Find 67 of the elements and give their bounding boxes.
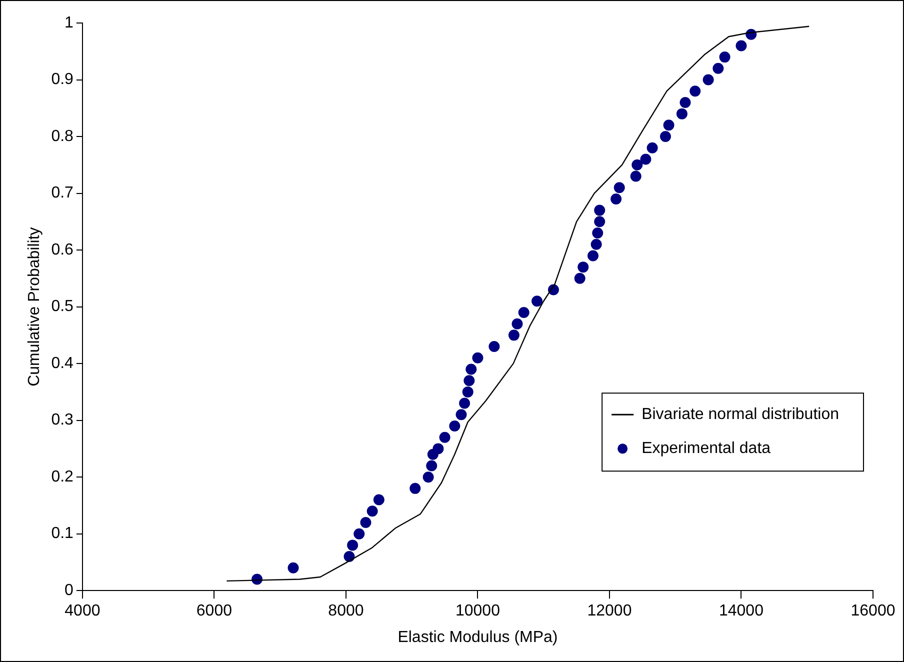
point bbox=[488, 341, 500, 352]
point bbox=[592, 228, 604, 239]
x-tick-label: 8000 bbox=[328, 602, 364, 620]
x-tick-label: 10000 bbox=[455, 602, 500, 620]
point bbox=[736, 40, 747, 52]
point bbox=[660, 131, 671, 142]
point bbox=[508, 330, 520, 341]
point bbox=[462, 386, 474, 398]
x-tick-label: 6000 bbox=[196, 602, 232, 620]
point bbox=[630, 170, 642, 182]
y-tick-label: 0.7 bbox=[51, 184, 74, 202]
point bbox=[466, 364, 477, 375]
point bbox=[640, 154, 652, 165]
point bbox=[354, 528, 365, 540]
y-tick-label: 0.1 bbox=[51, 525, 74, 542]
point bbox=[646, 142, 658, 154]
point bbox=[426, 460, 438, 472]
y-tick-label: 0 bbox=[64, 582, 74, 600]
point bbox=[590, 238, 602, 250]
point bbox=[288, 562, 299, 574]
point bbox=[464, 375, 475, 386]
point bbox=[719, 52, 730, 63]
point bbox=[360, 516, 372, 528]
y-axis-title: Cumulative Probability bbox=[26, 227, 44, 386]
point bbox=[588, 250, 599, 262]
point bbox=[578, 262, 589, 273]
point bbox=[712, 62, 724, 74]
point bbox=[512, 318, 523, 330]
point bbox=[410, 482, 421, 494]
y-tick-label: 0.4 bbox=[51, 354, 74, 372]
point bbox=[456, 409, 467, 420]
point bbox=[594, 216, 606, 228]
x-tick-label: 16000 bbox=[850, 602, 896, 620]
point bbox=[532, 296, 543, 307]
y-tick-label: 1 bbox=[64, 14, 74, 32]
x-tick-label: 14000 bbox=[718, 602, 764, 620]
legend-label: Bivariate normal distribution bbox=[642, 406, 839, 424]
point bbox=[663, 120, 674, 131]
point bbox=[373, 494, 384, 506]
point bbox=[439, 432, 450, 443]
y-tick-label: 0.3 bbox=[51, 412, 74, 429]
y-tick-label: 0.5 bbox=[51, 298, 74, 316]
y-tick-label: 0.8 bbox=[51, 128, 74, 145]
point bbox=[610, 193, 622, 204]
y-tick-label: 0.6 bbox=[51, 241, 74, 258]
point bbox=[366, 506, 378, 517]
point bbox=[676, 108, 688, 120]
point bbox=[614, 182, 625, 194]
point bbox=[690, 86, 701, 97]
point bbox=[472, 352, 484, 364]
point bbox=[702, 74, 714, 86]
x-axis-title: Elastic Modulus (MPa) bbox=[398, 628, 558, 646]
point bbox=[347, 540, 358, 551]
point bbox=[574, 272, 586, 284]
y-tick-label: 0.9 bbox=[51, 71, 74, 88]
x-tick-label: 4000 bbox=[64, 602, 100, 620]
point bbox=[449, 420, 460, 432]
point bbox=[680, 96, 691, 108]
point bbox=[594, 204, 606, 216]
legend-label: Experimental data bbox=[642, 440, 771, 458]
x-tick-label: 12000 bbox=[587, 602, 632, 620]
y-tick-label: 0.2 bbox=[51, 468, 74, 486]
point bbox=[422, 472, 434, 483]
point bbox=[459, 398, 470, 409]
point bbox=[432, 443, 444, 454]
point bbox=[632, 159, 643, 170]
point bbox=[518, 306, 530, 318]
